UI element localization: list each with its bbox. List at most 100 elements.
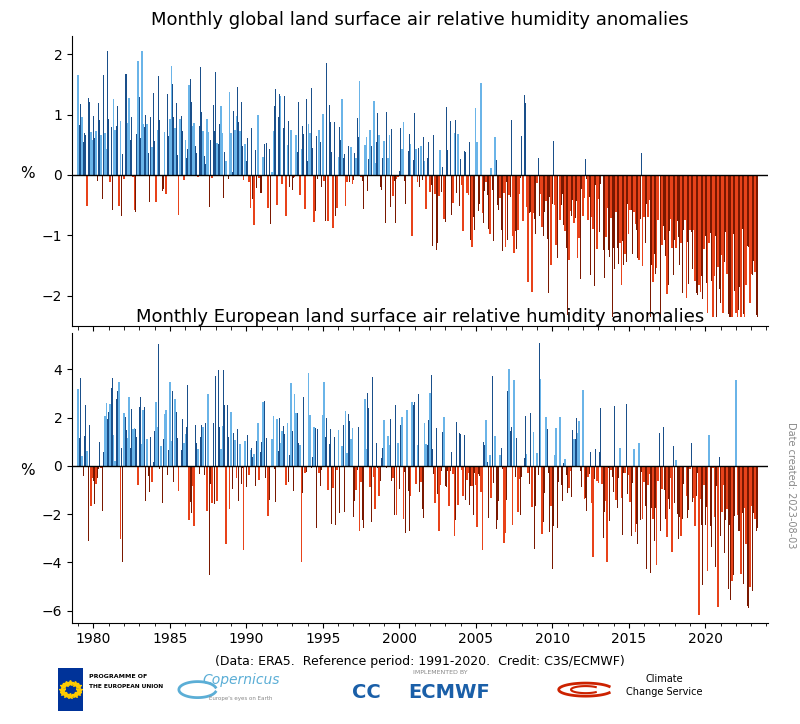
Bar [251,448,252,466]
Bar [561,175,562,205]
Bar [247,138,248,175]
Bar [677,466,678,515]
Bar [179,466,181,467]
Bar [443,175,445,219]
Bar [706,466,707,507]
Bar [495,159,497,175]
Bar [140,138,142,175]
Bar [673,175,674,275]
Bar [405,466,406,533]
Bar [611,466,613,476]
Bar [610,466,612,470]
Bar [353,466,354,517]
Bar [638,443,640,466]
Bar [544,466,546,492]
Bar [338,157,339,175]
Bar [237,87,238,175]
Bar [125,74,126,175]
Bar [186,158,187,175]
Bar [591,466,593,503]
Text: Climate: Climate [645,674,683,683]
Bar [652,466,654,519]
Bar [604,175,606,278]
Bar [628,175,630,234]
Bar [574,175,576,218]
Bar [241,102,242,175]
Bar [307,161,308,175]
Bar [330,122,331,175]
Bar [694,175,696,281]
Bar [632,175,634,254]
Bar [748,466,750,608]
Bar [498,175,499,211]
Bar [252,175,254,199]
Bar [354,153,355,175]
Bar [694,466,696,526]
Bar [382,158,383,175]
Bar [153,462,154,466]
Bar [557,466,558,528]
Bar [350,147,351,175]
Bar [295,413,297,466]
Bar [632,466,634,483]
Bar [261,175,262,193]
Bar [374,466,376,509]
Bar [613,466,614,492]
Bar [558,466,559,481]
Bar [433,466,434,473]
Text: ECMWF: ECMWF [408,683,490,702]
Bar [479,175,480,204]
Bar [182,419,183,466]
Bar [430,175,432,185]
Bar [301,148,302,175]
Bar [555,428,557,466]
Bar [670,466,671,479]
Bar [658,433,660,466]
Bar [325,437,326,466]
Bar [317,175,318,179]
Bar [123,413,125,466]
Bar [581,175,582,189]
Bar [125,417,126,466]
Bar [117,392,118,466]
Bar [439,466,441,485]
Bar [542,466,544,522]
Bar [222,133,223,175]
Bar [364,145,366,175]
Bar [374,162,376,175]
Bar [483,442,484,466]
Bar [540,175,542,194]
Bar [540,379,542,466]
Bar [377,466,378,468]
Bar [684,466,686,468]
Bar [413,405,414,466]
Bar [634,466,636,532]
Bar [642,466,643,519]
Bar [331,466,333,524]
Bar [297,153,298,175]
Bar [106,51,108,175]
Bar [303,397,304,466]
Bar [750,175,752,274]
Bar [211,175,213,178]
Bar [518,466,520,479]
Bar [726,466,728,509]
Bar [624,466,626,473]
Bar [428,143,430,175]
Bar [735,175,737,313]
Bar [617,175,618,248]
Bar [730,175,731,317]
Bar [447,466,449,471]
Bar [488,175,490,230]
Bar [213,424,214,466]
Bar [591,175,593,217]
Bar [724,466,725,552]
Bar [262,402,264,466]
Bar [655,175,656,274]
Bar [258,175,260,178]
Bar [211,466,213,502]
Bar [465,152,466,175]
Title: Monthly European land surface air relative humidity anomalies: Monthly European land surface air relati… [136,308,704,326]
Bar [304,175,306,209]
Bar [404,175,405,182]
